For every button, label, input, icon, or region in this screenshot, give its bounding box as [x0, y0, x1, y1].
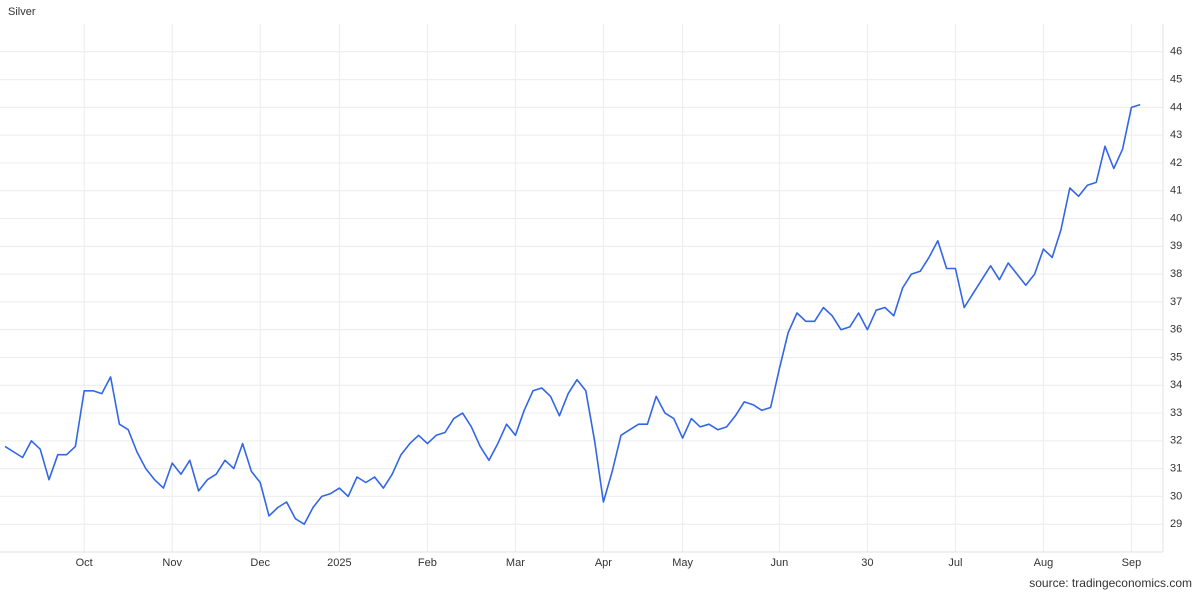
y-tick-label: 44 — [1170, 101, 1182, 113]
x-tick-label: Oct — [76, 557, 93, 569]
y-tick-label: 43 — [1170, 129, 1182, 141]
x-tick-label: 2025 — [327, 557, 351, 569]
x-tick-label: Apr — [595, 557, 612, 569]
y-tick-label: 32 — [1170, 435, 1182, 447]
x-tick-label: Feb — [418, 557, 437, 569]
x-tick-label: May — [672, 557, 693, 569]
y-tick-label: 37 — [1170, 296, 1182, 308]
y-tick-label: 29 — [1170, 518, 1182, 530]
y-tick-label: 36 — [1170, 324, 1182, 336]
chart-title: Silver — [8, 6, 36, 18]
y-tick-label: 30 — [1170, 490, 1182, 502]
y-tick-label: 42 — [1170, 157, 1182, 169]
y-tick-label: 35 — [1170, 351, 1182, 363]
x-tick-label: Jun — [771, 557, 789, 569]
y-tick-label: 38 — [1170, 268, 1182, 280]
x-tick-label: 30 — [861, 557, 873, 569]
y-tick-label: 45 — [1170, 73, 1182, 85]
x-tick-label: Sep — [1122, 557, 1142, 569]
x-tick-label: Aug — [1034, 557, 1054, 569]
series-line — [4, 103, 1141, 525]
y-tick-label: 46 — [1170, 46, 1182, 58]
x-tick-label: Jul — [948, 557, 962, 569]
x-tick-label: Mar — [506, 557, 525, 569]
source: source: tradingeconomics.com — [1029, 576, 1192, 590]
y-tick-label: 41 — [1170, 185, 1182, 197]
x-tick-label: Nov — [162, 557, 182, 569]
x-tick-label: Dec — [250, 557, 270, 569]
y-tick-label: 34 — [1170, 379, 1182, 391]
y-tick-label: 40 — [1170, 212, 1182, 224]
y-tick-label: 33 — [1170, 407, 1182, 419]
y-tick-label: 31 — [1170, 463, 1182, 475]
y-tick-label: 39 — [1170, 240, 1182, 252]
